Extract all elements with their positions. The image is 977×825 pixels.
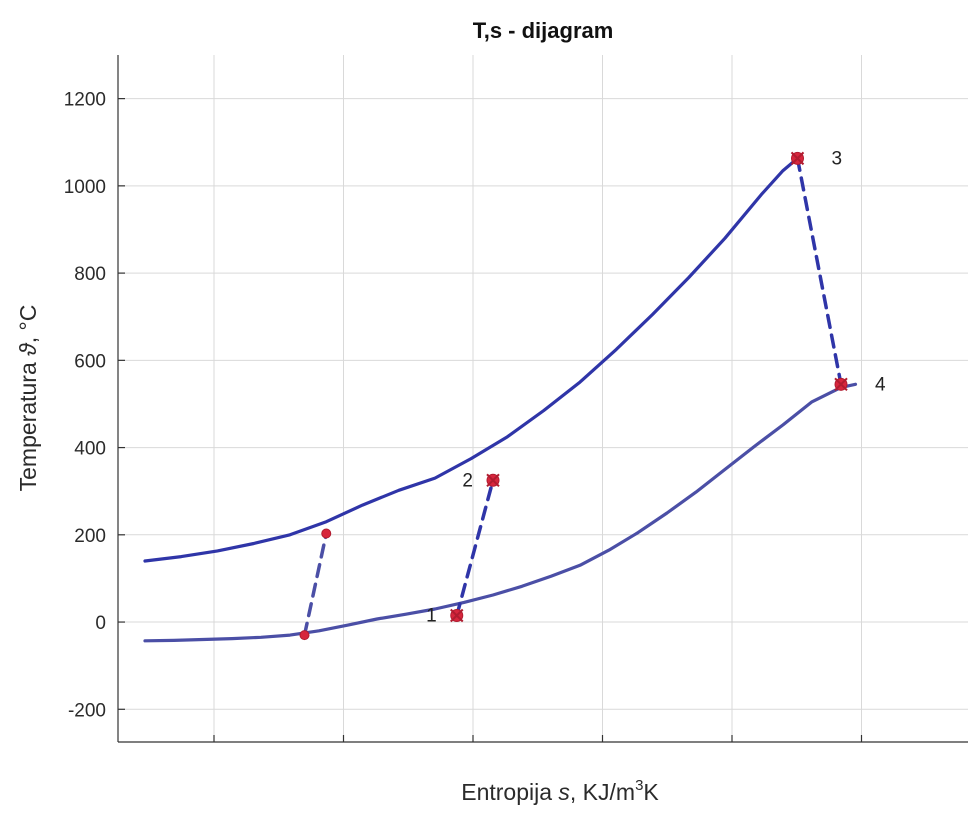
x-axis-label-suffix: K [643,779,659,805]
point-label-4: 4 [875,374,886,395]
x-ticks [213,735,863,742]
x-axis-label-symbol: s [558,779,570,805]
y-axis-label-prefix: Temperatura [15,356,41,492]
x-axis-label-prefix: Entropija [461,779,558,805]
point-marker-cross [834,377,848,392]
point-label-2: 2 [462,470,473,491]
y-tick-label: 400 [74,439,106,460]
point-marker-cross [790,151,805,166]
y-axis-label-symbol: ϑ [15,342,41,356]
y-tick-label: 1200 [64,90,106,111]
y-ticks: -200 0 200 400 600 800 1000 1200 [64,90,125,721]
y-axis-label-unit: , °C [15,305,41,344]
chart-title: T,s - dijagram [473,18,614,43]
x-axis-label-sup: 3 [635,777,643,794]
series-left-process [302,531,329,637]
y-tick-label: 0 [95,613,106,634]
series-upper-isobar [143,156,800,563]
y-tick-label: 600 [74,351,106,372]
point-marker [299,630,310,641]
point-marker [321,528,332,539]
point-marker-cross [450,608,464,623]
x-axis-label-unit: , KJ/m [570,779,635,805]
x-axis-label: Entropija s, KJ/m3K [461,777,659,805]
series-lower-isobar [143,382,858,643]
point-label-1: 1 [426,606,437,627]
y-tick-label: 800 [74,264,106,285]
series-group [143,156,858,643]
y-axis-label: Temperatura ϑ, °C [15,305,41,492]
point-marker-cross [486,473,500,487]
series-expansion-3-to-4 [795,156,843,387]
y-tick-label: -200 [68,700,106,721]
point-label-3: 3 [832,148,843,169]
marker-group: 1 2 3 4 [299,148,886,641]
y-tick-label: 200 [74,526,106,547]
plot-background [118,55,968,742]
series-compression-2-to-1 [455,478,495,618]
y-tick-label: 1000 [64,177,106,198]
